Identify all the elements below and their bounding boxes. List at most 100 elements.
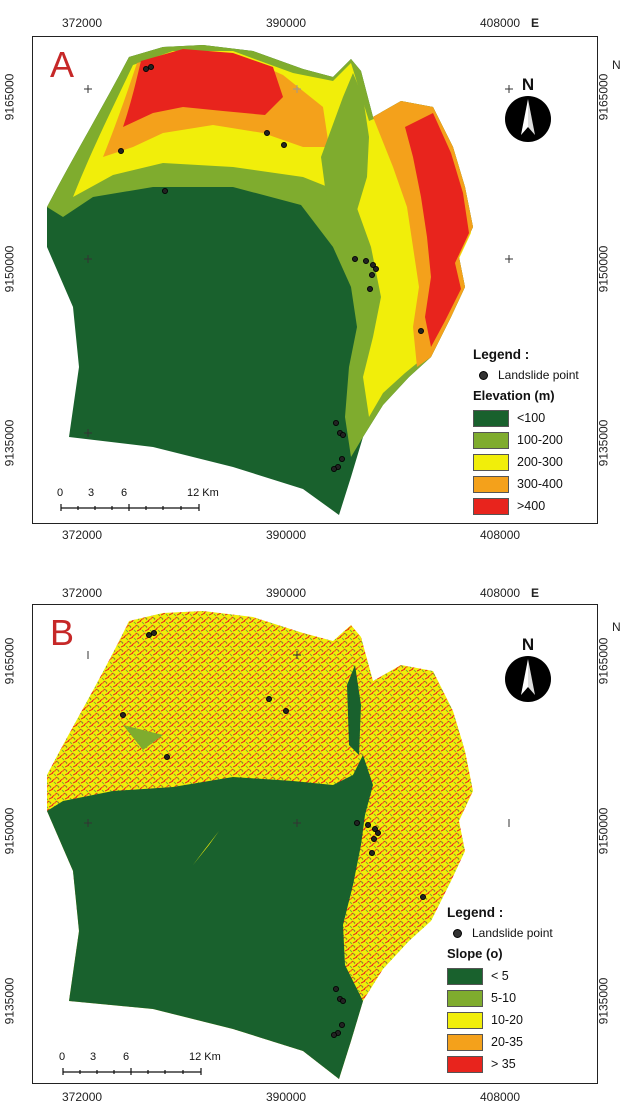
panel-slope-map: 372000 390000 408000 E 9165000 9150000 9… <box>0 570 635 1120</box>
legend: Legend : Landslide point Slope (o) < 5 5… <box>447 905 553 1075</box>
landslide-points <box>120 629 426 1038</box>
left-tick-label: 9150000 <box>2 807 17 855</box>
legend-class-label: > 35 <box>491 1057 516 1071</box>
right-tick-label: 9150000 <box>596 807 611 855</box>
left-tick-label: 9165000 <box>2 637 17 685</box>
legend-subtitle: Elevation (m) <box>473 388 555 403</box>
legend-class-row: 100-200 <box>473 429 579 451</box>
right-tick-label: 9135000 <box>596 419 611 467</box>
legend-class-row: <100 <box>473 407 579 429</box>
legend-class-row: 5-10 <box>447 987 553 1009</box>
right-tick-label: 9165000 <box>596 73 611 121</box>
east-label: E <box>531 586 540 600</box>
legend-class-label: < 5 <box>491 969 509 983</box>
bottom-tick-label: 390000 <box>266 1090 307 1104</box>
landslide-point-icon <box>479 370 488 380</box>
legend-class-label: 5-10 <box>491 991 517 1005</box>
legend-swatch <box>447 1033 483 1051</box>
scale-bar: 0 3 6 12 Km <box>57 487 227 517</box>
bottom-tick-label: 372000 <box>62 1090 103 1104</box>
scale-tick-label: 0 <box>57 487 64 499</box>
bottom-tick-label: 408000 <box>480 528 521 542</box>
left-tick-label: 9150000 <box>2 245 17 293</box>
landslide-point-icon <box>453 928 462 938</box>
top-tick-label: 372000 <box>62 586 103 600</box>
panel-letter: B <box>50 612 75 653</box>
legend-class-label: <100 <box>517 411 546 425</box>
scale-tick-label: 6 <box>121 487 128 499</box>
compass-icon <box>505 96 551 142</box>
landslide-points <box>118 63 424 472</box>
north-arrow-letter: N <box>521 75 535 94</box>
legend-swatch <box>473 475 509 493</box>
legend-title: Legend : <box>447 905 504 920</box>
bottom-tick-label: 390000 <box>266 528 307 542</box>
legend-swatch <box>447 1011 483 1029</box>
compass-icon <box>505 656 551 702</box>
legend-class-row: < 5 <box>447 965 553 987</box>
bottom-tick-label: 408000 <box>480 1090 521 1104</box>
north-arrow-letter: N <box>521 635 535 654</box>
legend-swatch <box>447 967 483 985</box>
legend-point-label: Landslide point <box>498 368 579 382</box>
legend-class-row: > 35 <box>447 1053 553 1075</box>
legend-point-row: Landslide point <box>453 926 553 940</box>
grid-crosses <box>84 651 510 827</box>
east-label: E <box>531 16 540 30</box>
legend-swatch <box>447 989 483 1007</box>
top-tick-label: 390000 <box>266 586 307 600</box>
legend-class-row: >400 <box>473 495 579 517</box>
top-tick-label: 390000 <box>266 16 307 30</box>
left-tick-label: 9165000 <box>2 73 17 121</box>
map-frame: N Legend : Landslide point Slope (o) < 5… <box>32 604 598 1084</box>
bottom-tick-label: 372000 <box>62 528 103 542</box>
scale-tick-label: 12 Km <box>189 1051 221 1063</box>
slope-map-canvas <box>47 611 510 1079</box>
north-arrow: N <box>503 635 553 708</box>
grid-crosses <box>84 85 513 437</box>
region-outline <box>47 611 473 1079</box>
north-axis-letter: N <box>612 620 621 634</box>
top-tick-label: 408000 <box>480 586 521 600</box>
scale-tick-label: 0 <box>59 1051 66 1063</box>
scale-tick-label: 3 <box>90 1051 97 1063</box>
legend-subtitle: Slope (o) <box>447 946 503 961</box>
legend-class-label: 10-20 <box>491 1013 523 1027</box>
scale-tick-label: 6 <box>123 1051 130 1063</box>
legend-point-label: Landslide point <box>472 926 553 940</box>
top-tick-label: 372000 <box>62 16 103 30</box>
map-frame: N Legend : Landslide point Elevation (m)… <box>32 36 598 524</box>
left-tick-label: 9135000 <box>2 419 17 467</box>
top-tick-label: 408000 <box>480 16 521 30</box>
legend-class-row: 300-400 <box>473 473 579 495</box>
legend-class-row: 200-300 <box>473 451 579 473</box>
right-tick-label: 9150000 <box>596 245 611 293</box>
scale-bar-ruler <box>62 1068 202 1075</box>
scale-bar-ruler <box>60 504 200 511</box>
legend-swatch <box>473 497 509 515</box>
legend-swatch <box>473 409 509 427</box>
legend: Legend : Landslide point Elevation (m) <… <box>473 347 579 517</box>
scale-bar: 0 3 6 12 Km <box>59 1051 229 1081</box>
legend-class-label: 300-400 <box>517 477 563 491</box>
elevation-map-canvas <box>47 45 513 515</box>
right-tick-label: 9165000 <box>596 637 611 685</box>
legend-swatch <box>473 431 509 449</box>
right-tick-label: 9135000 <box>596 977 611 1025</box>
north-arrow: N <box>503 75 553 148</box>
legend-swatch <box>447 1055 483 1073</box>
legend-class-label: 200-300 <box>517 455 563 469</box>
legend-point-row: Landslide point <box>479 368 579 382</box>
left-tick-label: 9135000 <box>2 977 17 1025</box>
scale-tick-label: 12 Km <box>187 487 219 499</box>
panel-letter: A <box>50 44 75 85</box>
legend-class-label: 100-200 <box>517 433 563 447</box>
legend-class-label: >400 <box>517 499 546 513</box>
legend-swatch <box>473 453 509 471</box>
legend-class-row: 20-35 <box>447 1031 553 1053</box>
region-outline <box>47 45 473 515</box>
legend-class-row: 10-20 <box>447 1009 553 1031</box>
legend-title: Legend : <box>473 347 530 362</box>
legend-class-label: 20-35 <box>491 1035 523 1049</box>
panel-elevation-map: 372000 390000 408000 E 9165000 9150000 9… <box>2 16 620 542</box>
